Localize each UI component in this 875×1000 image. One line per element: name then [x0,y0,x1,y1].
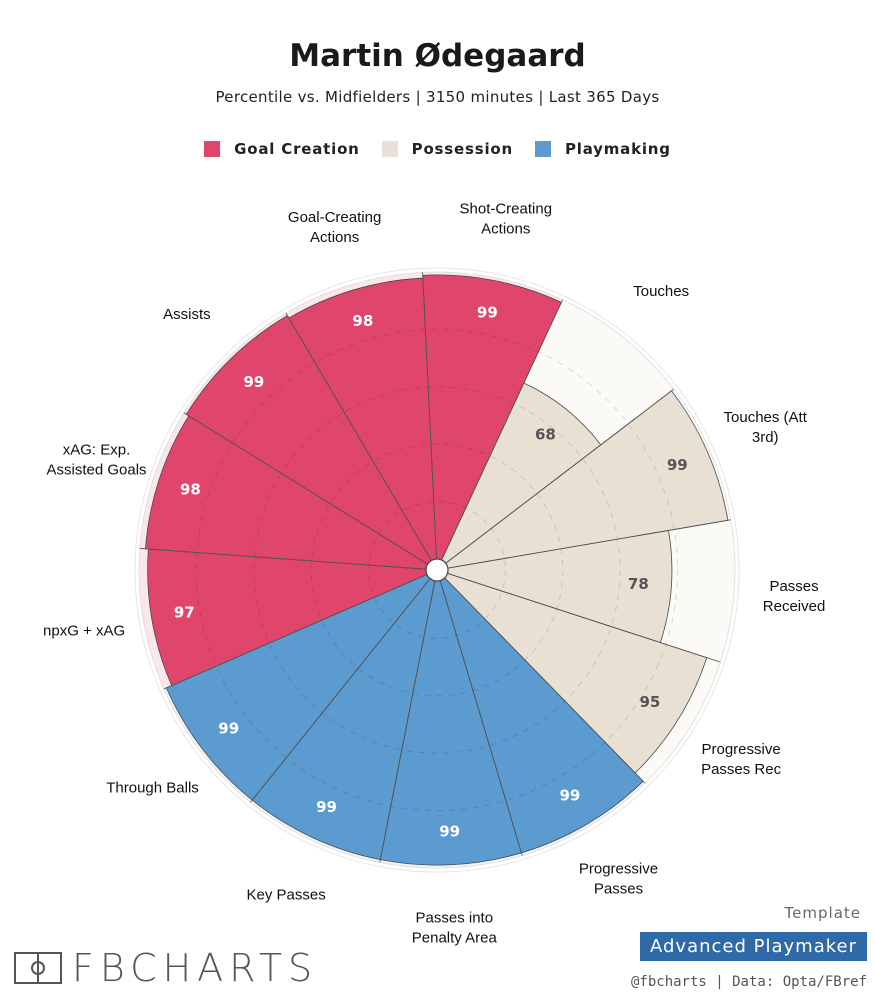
category-label-touches: Touches [633,283,689,300]
value-label-passes-into-penalty-area: 99 [439,822,460,840]
spoke-4 [436,519,731,571]
legend-label-playmaking: Playmaking [564,140,671,158]
grid-circle-2 [310,443,564,697]
value-label-passes-received: 78 [628,575,649,593]
category-label-through-balls: Through Balls [106,779,199,796]
value-label-progressive-passes: 99 [559,786,580,804]
spoke-11 [139,548,438,571]
legend-item-playmaking: Playmaking [534,140,671,158]
value-label-progressive-passes-rec: 95 [639,693,660,711]
value-label-touches-att-3rd: 99 [667,456,688,474]
value-label-through-balls: 99 [218,720,239,738]
spoke-1 [422,272,438,571]
legend: Goal Creation Possession Playmaking [0,140,875,158]
category-label-passes-received: Passes Received [763,578,826,615]
spoke-5 [436,569,721,663]
brand-text: FBCHARTS [72,946,319,990]
category-label-goal-creating-actions: Goal-Creating Actions [288,209,381,246]
value-label-key-passes: 99 [316,798,337,816]
category-label-key-passes: Key Passes [247,887,326,904]
legend-label-possession: Possession [411,140,513,158]
template-label: Template [784,904,861,922]
category-label-npxg-xag: npxG + xAG [43,622,125,639]
spoke-2 [436,299,563,571]
category-label-progressive-passes: Progressive Passes [579,861,658,898]
category-label-progressive-passes-rec: Progressive Passes Rec [701,741,782,778]
value-label-assists: 99 [243,373,264,391]
template-badge: Advanced Playmaker [640,932,867,961]
data-credit: @fbcharts | Data: Opta/FBref [630,974,867,990]
spoke-13 [285,312,438,571]
grid-circle-3 [253,386,621,754]
legend-swatch-possession [381,141,398,157]
grid-circle-1 [368,501,506,639]
legend-item-goal-creation: Goal Creation [204,140,360,158]
center-hub [425,558,449,582]
legend-swatch-goal-creation [204,141,221,157]
value-label-goal-creating-actions: 98 [352,312,373,330]
chart-subtitle: Percentile vs. Midfielders | 3150 minute… [215,88,660,106]
pitch-icon [14,952,62,984]
spoke-6 [436,569,646,784]
chart-title: Martin Ødegaard [289,38,586,74]
category-label-passes-into-penalty-area: Passes into Penalty Area [412,910,498,947]
legend-item-possession: Possession [381,140,513,158]
value-label-xag-exp-assisted-goals: 98 [180,480,201,498]
spoke-3 [436,388,675,571]
spoke-12 [183,412,438,571]
category-label-xag-exp-assisted-goals: xAG: Exp. Assisted Goals [46,441,146,478]
spoke-9 [250,569,438,803]
category-label-touches-att-3rd: Touches (Att 3rd) [724,409,808,446]
outer-ring [134,267,740,873]
spoke-8 [379,569,438,863]
spoke-7 [436,569,523,856]
value-label-touches: 68 [535,425,556,443]
grid-circle-4 [195,328,679,812]
value-label-shot-creating-actions: 99 [477,303,498,321]
brand-logo: FBCHARTS [14,946,318,990]
category-label-shot-creating-actions: Shot-Creating Actions [460,201,553,238]
value-label-npxg-xag: 97 [174,604,195,622]
category-label-assists: Assists [163,306,211,323]
legend-label-goal-creation: Goal Creation [234,140,360,158]
spoke-10 [163,569,438,690]
legend-swatch-playmaking [534,141,551,157]
